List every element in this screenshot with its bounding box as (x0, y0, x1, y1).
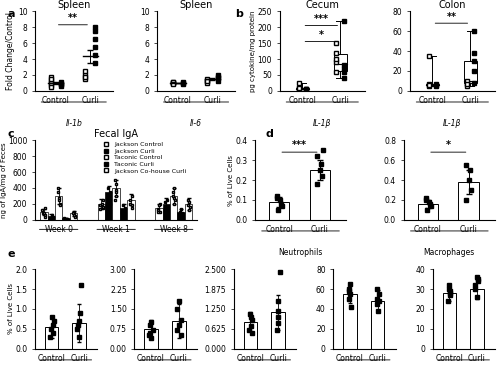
Bar (470, 289, 484, 349)
Bar (370, 301, 384, 349)
Bar (185, 204, 192, 220)
Y-axis label: pg cytokine/mg protein: pg cytokine/mg protein (250, 10, 256, 92)
Y-axis label: Fold Change/Control: Fold Change/Control (6, 12, 15, 90)
Bar (244, 322, 258, 349)
X-axis label: Il-1b: Il-1b (66, 118, 82, 128)
Text: **: ** (68, 13, 78, 23)
Text: **: ** (446, 12, 456, 22)
Bar (162, 204, 170, 220)
Bar (55, 196, 62, 220)
Text: *: * (319, 30, 324, 40)
Bar (62, 218, 70, 220)
Y-axis label: ng of IgA/mg of Feces: ng of IgA/mg of Feces (0, 142, 6, 218)
Bar (310, 170, 330, 220)
Title: Spleen: Spleen (57, 0, 90, 10)
Title: Fecal IgA: Fecal IgA (94, 129, 138, 140)
Text: e: e (8, 249, 15, 259)
Bar (112, 188, 120, 220)
Bar (464, 61, 477, 83)
Bar (128, 200, 135, 220)
Bar (170, 196, 177, 220)
Text: a: a (8, 9, 15, 20)
Bar (442, 293, 456, 349)
Bar (458, 182, 479, 220)
Text: d: d (265, 129, 273, 140)
Title: Cecum: Cecum (306, 0, 339, 10)
Text: ***: *** (292, 140, 307, 150)
X-axis label: Macrophages: Macrophages (424, 248, 475, 256)
X-axis label: IL-1β: IL-1β (443, 118, 462, 128)
Bar (70, 213, 78, 220)
Bar (334, 54, 347, 71)
Text: c: c (8, 129, 14, 140)
Text: ***: *** (314, 14, 329, 24)
Bar (343, 294, 357, 349)
Bar (144, 329, 158, 349)
Bar (296, 88, 309, 89)
Text: *: * (446, 140, 451, 150)
Legend: Jackson Control, Jackson Curli, Taconic Control, Taconic Curli, Jackson Co-house: Jackson Control, Jackson Curli, Taconic … (100, 142, 186, 174)
Bar (48, 216, 55, 220)
Bar (271, 312, 285, 349)
Bar (40, 212, 48, 220)
Bar (155, 208, 162, 220)
Bar (105, 192, 112, 220)
Bar (98, 204, 105, 220)
Title: Spleen: Spleen (180, 0, 213, 10)
Title: Colon: Colon (438, 0, 466, 10)
Bar (44, 327, 59, 349)
Text: b: b (235, 9, 243, 20)
Bar (418, 204, 438, 220)
Bar (172, 321, 186, 349)
X-axis label: IL-1β: IL-1β (313, 118, 332, 128)
Y-axis label: % of Live Cells: % of Live Cells (228, 154, 234, 206)
Y-axis label: % of Live Cells: % of Live Cells (8, 284, 14, 334)
X-axis label: Il-6: Il-6 (190, 118, 202, 128)
X-axis label: Neutrophils: Neutrophils (278, 248, 322, 256)
Bar (120, 208, 128, 220)
Bar (178, 212, 185, 220)
Bar (426, 84, 439, 86)
Bar (269, 202, 289, 220)
Bar (72, 323, 86, 349)
